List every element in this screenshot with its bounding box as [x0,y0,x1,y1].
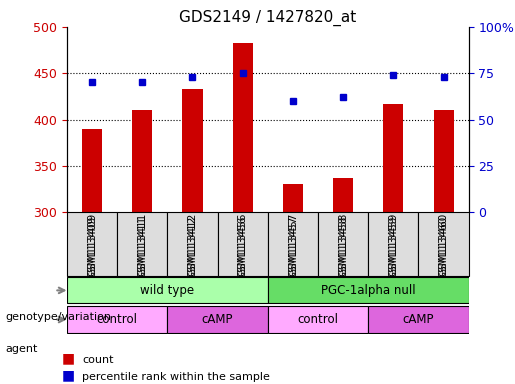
Text: GSM113411: GSM113411 [138,212,147,276]
Text: GSM113460: GSM113460 [439,215,449,279]
Title: GDS2149 / 1427820_at: GDS2149 / 1427820_at [179,9,356,25]
Bar [67,306,167,333]
Bar [368,306,469,333]
Text: control: control [97,313,138,326]
Text: GSM113409: GSM113409 [87,215,97,279]
Text: PGC-1alpha null: PGC-1alpha null [321,284,416,297]
Text: ■: ■ [62,351,75,365]
Text: GSM113409: GSM113409 [87,212,97,276]
FancyBboxPatch shape [167,212,218,276]
Text: GSM113458: GSM113458 [338,212,348,276]
Text: percentile rank within the sample: percentile rank within the sample [82,372,270,382]
Bar [434,110,454,212]
Text: cAMP: cAMP [202,313,233,326]
Text: genotype/variation: genotype/variation [5,312,111,322]
Text: GSM113457: GSM113457 [288,212,298,276]
Text: GSM113459: GSM113459 [388,215,398,279]
FancyBboxPatch shape [268,212,318,276]
Text: GSM113460: GSM113460 [439,212,449,276]
Bar [268,306,368,333]
Text: ■: ■ [62,368,75,382]
Text: wild type: wild type [140,284,195,297]
Bar [233,43,253,212]
FancyBboxPatch shape [218,212,268,276]
Text: GSM113412: GSM113412 [187,212,197,276]
Text: GSM113412: GSM113412 [187,215,197,279]
Bar [333,178,353,212]
Bar [82,129,102,212]
Bar [283,184,303,212]
FancyBboxPatch shape [318,212,368,276]
Text: GSM113456: GSM113456 [238,212,248,276]
Bar [132,110,152,212]
FancyBboxPatch shape [117,212,167,276]
Bar [182,89,202,212]
Text: agent: agent [5,344,38,354]
Text: control: control [298,313,338,326]
FancyBboxPatch shape [418,212,469,276]
Text: GSM113459: GSM113459 [388,212,398,276]
Bar [383,104,403,212]
Text: GSM113456: GSM113456 [238,215,248,279]
FancyBboxPatch shape [67,212,117,276]
Text: cAMP: cAMP [403,313,434,326]
Text: GSM113411: GSM113411 [138,215,147,279]
Text: GSM113457: GSM113457 [288,215,298,279]
Bar [67,277,268,303]
Text: GSM113458: GSM113458 [338,215,348,279]
Bar [268,277,469,303]
Text: count: count [82,355,114,365]
FancyBboxPatch shape [368,212,418,276]
Bar [167,306,268,333]
